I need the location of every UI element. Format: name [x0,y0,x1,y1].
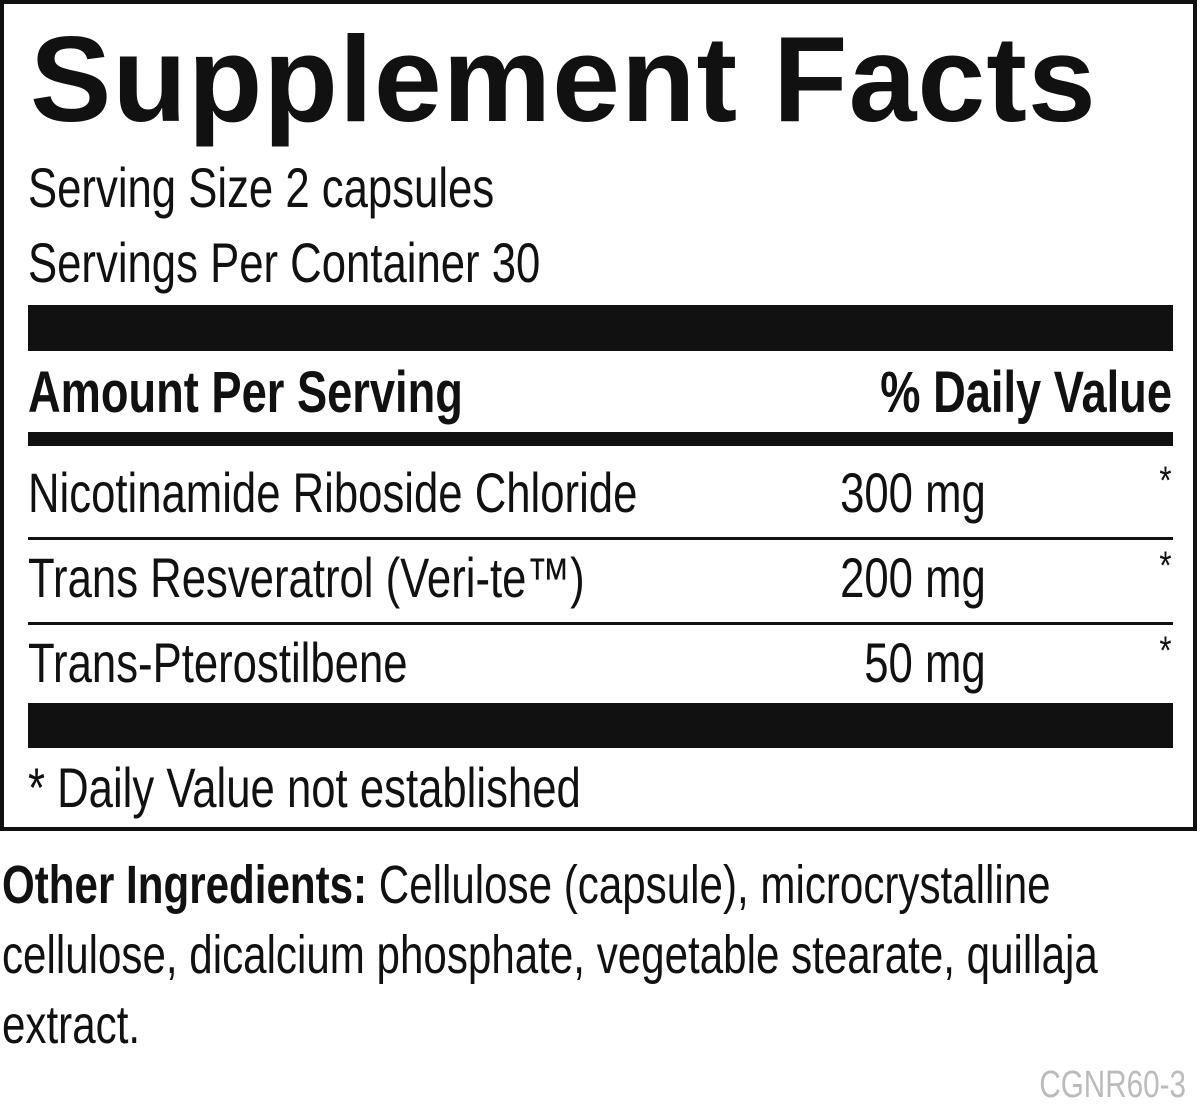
row-divider [28,622,1173,625]
ingredient-amount: 50 mg [864,631,986,694]
daily-value-header: % Daily Value [880,360,1172,425]
ingredient-amount: 200 mg [840,546,986,609]
ingredient-amount: 300 mg [840,461,986,524]
ingredient-dv: * [1159,544,1172,588]
amount-header: Amount Per Serving [28,360,463,425]
other-ingredients: Other Ingredients: Cellulose (capsule), … [2,850,1133,1060]
other-ingredients-label: Other Ingredients: [2,855,368,915]
other-ingredients-text: Cellulose (capsule), microcrystalline ce… [2,855,1098,1055]
ingredient-dv: * [1159,629,1172,673]
servings-per-container: Servings Per Container 30 [28,231,541,294]
product-code: CGNR60-3 [1039,1064,1186,1106]
ingredient-name: Nicotinamide Riboside Chloride [28,461,638,524]
thick-bar [28,703,1173,748]
title: Supplement Facts [30,11,1097,147]
row-divider [28,537,1173,540]
medium-bar [28,432,1173,446]
ingredient-name: Trans Resveratrol (Veri-te™) [28,546,585,609]
ingredient-name: Trans-Pterostilbene [28,631,408,694]
serving-size: Serving Size 2 capsules [28,156,495,219]
facts-box [0,0,1197,831]
thick-bar [28,305,1173,351]
footnote: * Daily Value not established [28,756,581,819]
ingredient-dv: * [1159,459,1172,503]
